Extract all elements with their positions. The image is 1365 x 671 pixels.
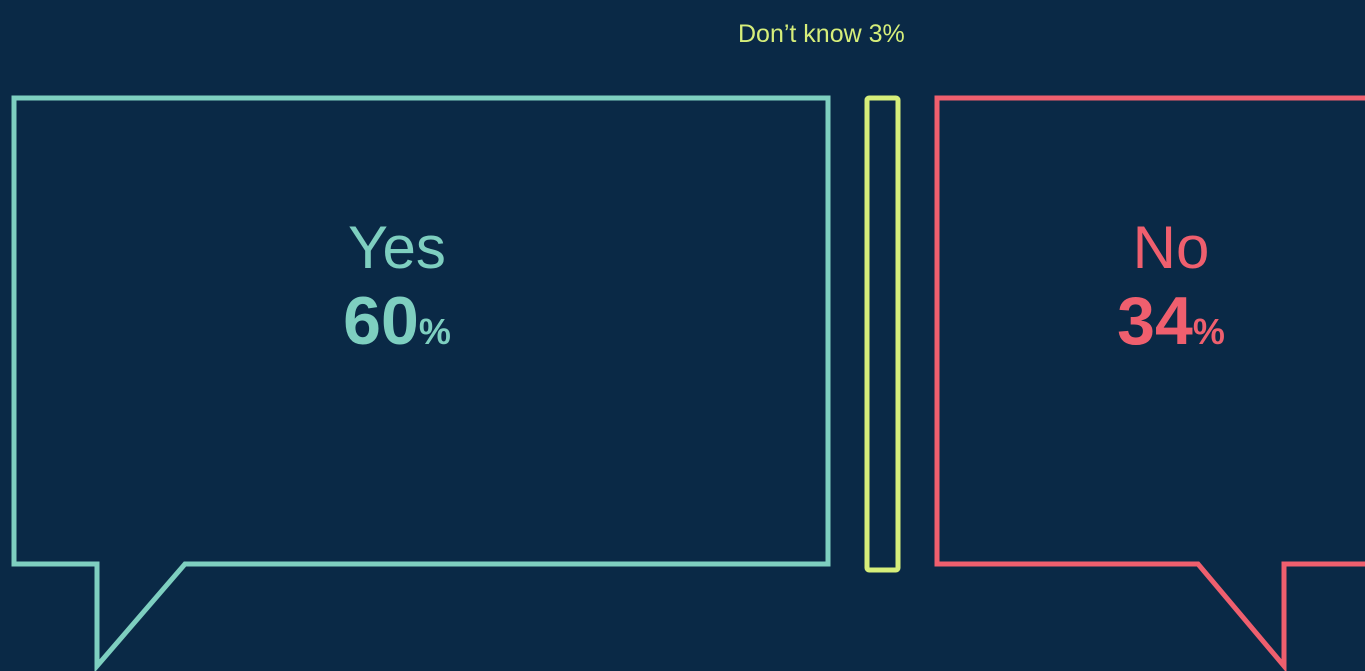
dont-know-label: Don’t know 3%: [738, 20, 905, 48]
no-category-label: No: [1132, 214, 1210, 281]
yes-label: Yes 60%: [297, 212, 497, 359]
yes-category-label: Yes: [348, 214, 446, 281]
dont-know-bar: [864, 95, 901, 573]
no-speech-bubble: [934, 95, 1365, 671]
no-value-label: 34%: [1117, 283, 1225, 359]
yes-value-label: 60%: [343, 283, 451, 359]
no-label: No 34%: [1071, 212, 1271, 359]
yes-speech-bubble: [11, 95, 831, 671]
